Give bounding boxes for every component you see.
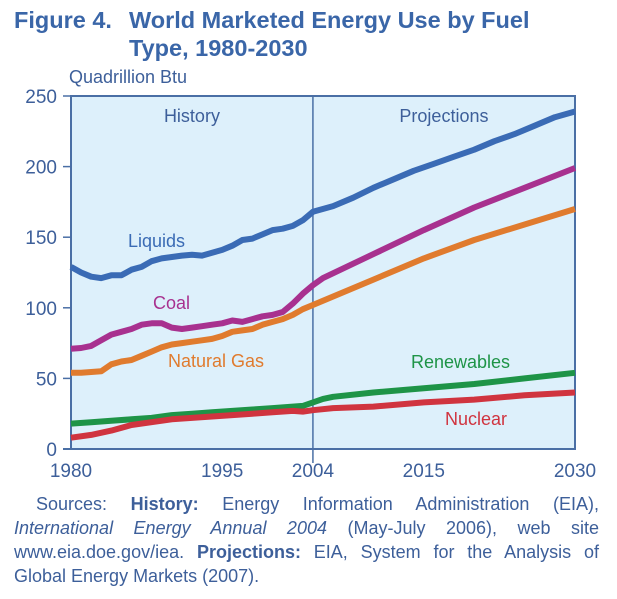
x-tick-label: 1980 bbox=[50, 461, 92, 482]
y-axis: 0 50 100 150 200 250 bbox=[25, 87, 575, 461]
x-tick-label: 1995 bbox=[201, 461, 243, 482]
y-tick-label: 200 bbox=[25, 158, 57, 179]
series-label-natural-gas: Natural Gas bbox=[168, 351, 264, 371]
sources-label: Sources: bbox=[36, 494, 108, 514]
y-tick-label: 250 bbox=[25, 87, 57, 108]
series-label-renewables: Renewables bbox=[411, 352, 510, 372]
series-line-natural-gas bbox=[71, 206, 576, 376]
y-tick-label: 0 bbox=[46, 440, 57, 461]
series-line-coal bbox=[70, 165, 577, 352]
x-tick-label: 2015 bbox=[403, 461, 445, 482]
figure-title-line1: World Marketed Energy Use by Fuel bbox=[129, 7, 530, 33]
y-tick-label: 100 bbox=[25, 299, 57, 320]
series-label-nuclear: Nuclear bbox=[445, 409, 507, 429]
series-lines bbox=[69, 108, 577, 441]
series-label-coal: Coal bbox=[153, 293, 190, 313]
projections-region-label: Projections bbox=[399, 106, 488, 126]
history-region-label: History bbox=[164, 106, 220, 126]
history-source-label: History: bbox=[130, 494, 199, 514]
y-tick-label: 50 bbox=[36, 369, 57, 390]
publication-title: International Energy Annual 2004 bbox=[14, 518, 327, 538]
figure-title-line2: Type, 1980-2030 bbox=[129, 35, 308, 61]
x-tick-label: 2004 bbox=[292, 461, 335, 482]
history-source-text: Energy Information Administration (EIA), bbox=[222, 494, 599, 514]
y-tick-label: 150 bbox=[25, 228, 57, 249]
series-line-liquids bbox=[69, 108, 576, 282]
projections-source-text: EIA, System for the Analysis of Global E… bbox=[14, 542, 599, 586]
x-axis: 1980 1995 2004 2015 2030 bbox=[50, 461, 596, 482]
series-label-liquids: Liquids bbox=[128, 231, 185, 251]
publication-details: (May-July 2006), web site www.eia.doe.go… bbox=[14, 518, 599, 562]
series-line-nuclear bbox=[70, 389, 576, 441]
y-axis-label: Quadrillion Btu bbox=[69, 67, 187, 87]
series-line-renewables bbox=[70, 369, 576, 427]
plot-area bbox=[70, 95, 576, 450]
x-tick-label: 2030 bbox=[554, 461, 596, 482]
figure-title: Figure 4. World Marketed Energy Use by Fu… bbox=[14, 6, 529, 62]
projections-source-label: Projections: bbox=[196, 542, 301, 562]
figure-number: Figure 4. bbox=[14, 7, 112, 33]
sources-note: Sources: History: Energy Information Adm… bbox=[14, 492, 599, 588]
